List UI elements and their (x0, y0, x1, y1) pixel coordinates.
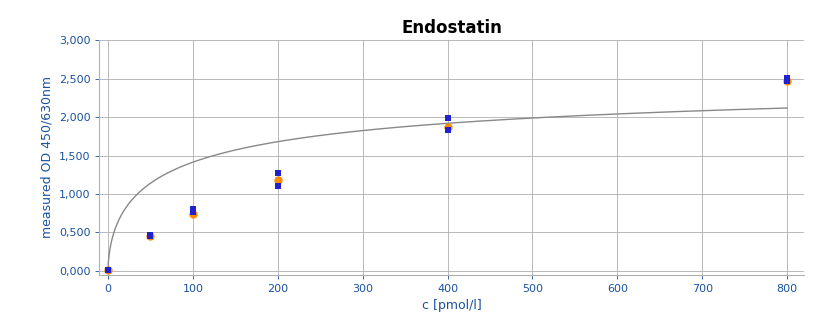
X-axis label: c [pmol/l]: c [pmol/l] (421, 299, 481, 312)
Y-axis label: measured OD 450/630nm: measured OD 450/630nm (41, 76, 53, 239)
Title: Endostatin: Endostatin (401, 19, 502, 37)
